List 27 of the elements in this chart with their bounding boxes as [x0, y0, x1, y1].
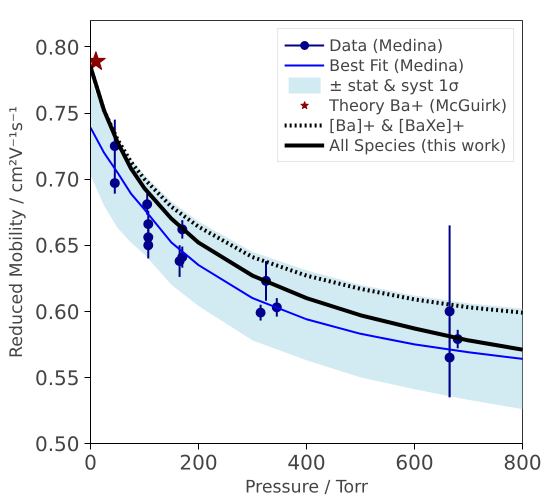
point: [110, 178, 120, 188]
x-tick-label: 400: [287, 450, 326, 474]
y-tick-label: 0.60: [34, 300, 80, 324]
point: [256, 308, 266, 318]
y-tick-label: 0.75: [34, 102, 80, 126]
legend-label: All Species (this work): [329, 136, 506, 154]
x-tick-label: 0: [84, 450, 97, 474]
y-axis-title: Reduced Mobility / cm²V⁻¹s⁻¹: [6, 106, 27, 358]
x-tick-label: 200: [179, 450, 218, 474]
y-tick-label: 0.65: [34, 234, 80, 258]
point: [143, 219, 154, 230]
x-tick-label: 800: [503, 450, 542, 474]
y-tick-label: 0.50: [34, 432, 80, 456]
legend-label: Best Fit (Medina): [329, 56, 464, 74]
y-tick-label: 0.55: [34, 366, 80, 390]
legend-label: [Ba]+ & [BaXe]+: [329, 116, 466, 134]
y-tick-label: 0.80: [34, 35, 80, 60]
legend-label: Theory Ba+ (McGuirk): [329, 96, 507, 114]
point: [142, 199, 152, 210]
legend-label: Data (Medina): [329, 36, 444, 54]
point: [143, 240, 154, 250]
legend-label: ± stat & syst 1σ: [329, 76, 459, 94]
x-axis-title: Pressure / Torr: [244, 478, 369, 498]
y-tick-label: 0.70: [34, 168, 80, 192]
x-tick-label: 600: [395, 450, 434, 474]
point: [444, 352, 455, 363]
point: [444, 306, 455, 316]
